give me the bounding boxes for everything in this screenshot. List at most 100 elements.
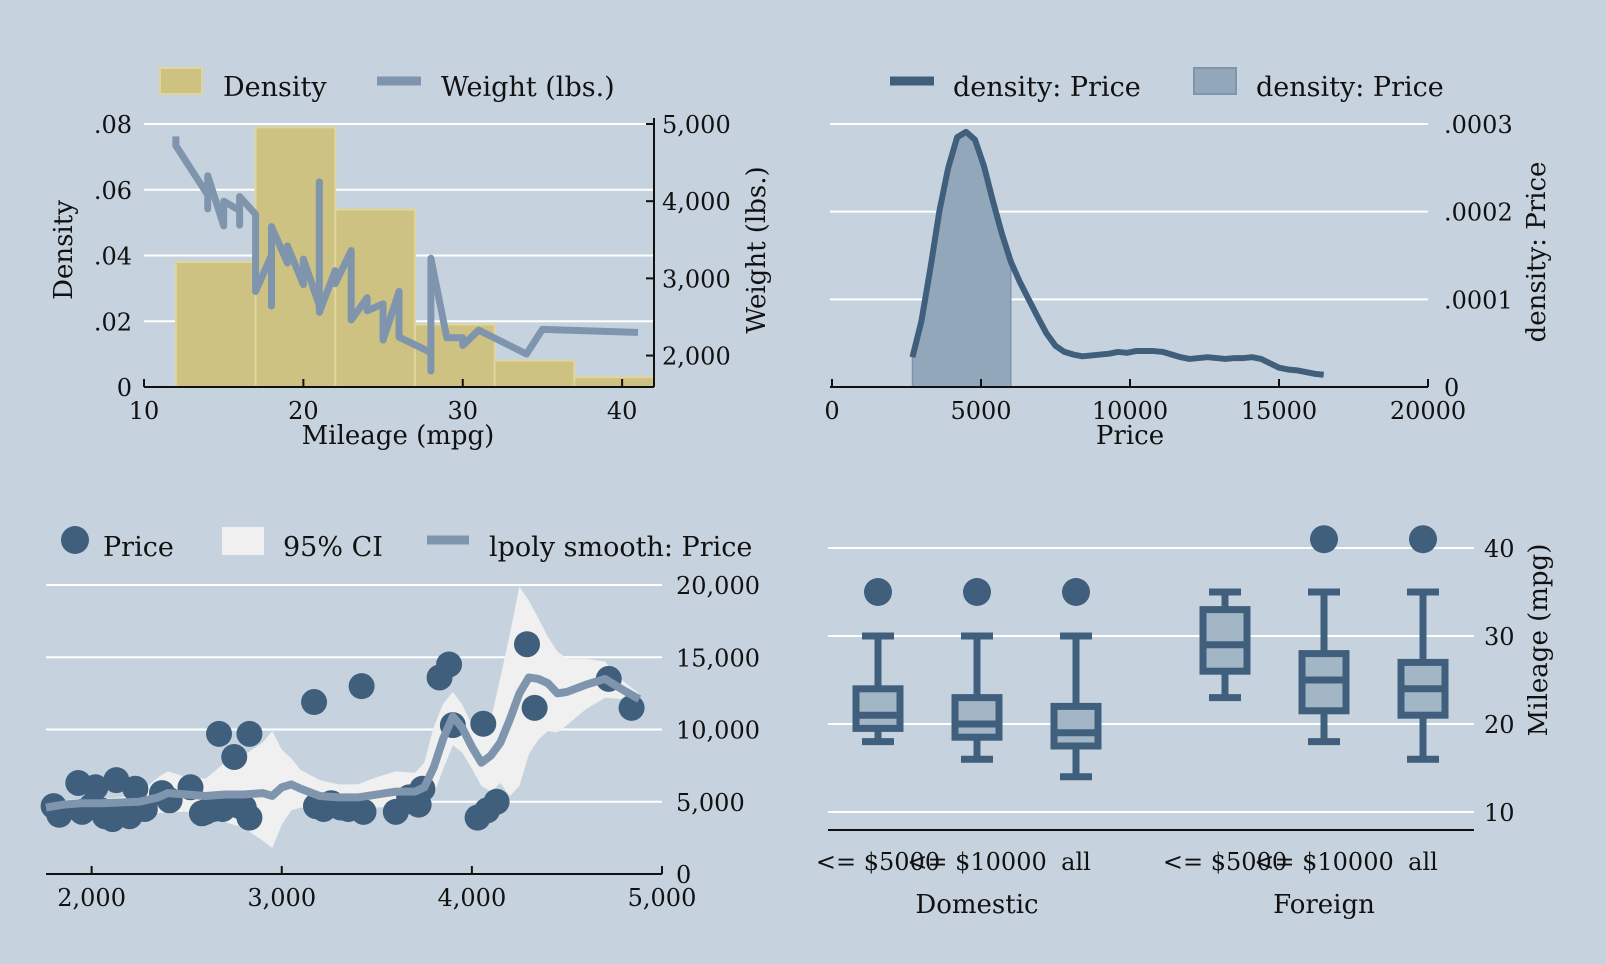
x-tick-label: 5,000	[628, 884, 697, 912]
group-label-domestic: Domestic	[915, 890, 1038, 920]
scatter-point	[350, 798, 377, 825]
x-tick-label: 3,000	[247, 884, 316, 912]
y-tick-label: 10	[1484, 799, 1515, 827]
density-bar	[174, 261, 257, 389]
scatter-point	[236, 720, 263, 747]
y-tick-label: .08	[94, 111, 132, 139]
box-1	[951, 578, 1003, 763]
x-tick-label: 2,000	[57, 884, 126, 912]
legend-label-density: Density	[223, 72, 327, 103]
y2-tick-label: 5,000	[662, 111, 731, 139]
legend-swatch-density	[159, 67, 203, 95]
y-tick-label: 20,000	[676, 572, 760, 600]
box-3	[1199, 588, 1251, 702]
x-tick-label: 5000	[950, 397, 1011, 425]
axes: 10 20 30 40 0 .02 .04 .06 .08 2,000 3,000 4,000 5,00…	[94, 111, 731, 425]
y-tick-label: .0001	[1444, 286, 1513, 314]
density-bar	[493, 359, 576, 389]
scatter-point	[470, 710, 497, 737]
outlier-point	[1409, 525, 1437, 554]
legend-label-weight: Weight (lbs.)	[441, 72, 615, 103]
box-4	[1298, 525, 1350, 746]
legend: Density Weight (lbs.)	[159, 67, 615, 103]
outlier-point	[864, 578, 892, 606]
density-line	[909, 128, 1324, 378]
x-tick-label: 4,000	[438, 884, 507, 912]
box-body	[1199, 606, 1251, 675]
y-tick-label: 10,000	[676, 717, 760, 745]
scatter-point	[236, 804, 263, 831]
y-tick-label: 5,000	[676, 789, 745, 817]
gridlines	[828, 547, 1474, 813]
box-body	[852, 685, 904, 732]
y2-axis-label: Weight (lbs.)	[742, 166, 772, 333]
scatter-point	[206, 720, 233, 747]
axes: <= $5000<= $10000 all <= $5000<= $10000 all…	[816, 535, 1515, 920]
y-axis-label: Mileage (mpg)	[1524, 544, 1554, 737]
group-label-foreign: Foreign	[1273, 890, 1375, 920]
box-body	[1050, 702, 1102, 750]
y-tick-label: .04	[94, 243, 132, 271]
outlier-point	[1062, 578, 1090, 606]
y-tick-label: 0	[117, 374, 132, 402]
density-bar	[334, 208, 416, 388]
x-tick-label: 0	[824, 397, 839, 425]
histogram-panel: 10 20 30 40 0 .02 .04 .06 .08 2,000 3,000 4,000 5,00…	[49, 67, 772, 451]
x-tick-label: 15000	[1241, 397, 1317, 425]
legend-label-ci: 95% CI	[283, 532, 383, 563]
y-tick-label: 0	[676, 861, 691, 889]
weight-line	[172, 136, 639, 375]
y2-tick-label: 3,000	[662, 265, 731, 293]
y-tick-label: .0002	[1444, 199, 1513, 227]
box-5	[1397, 525, 1449, 763]
x-tick-label: 20000	[1390, 397, 1466, 425]
scatter-point	[348, 673, 375, 700]
legend-swatch-density-area	[1193, 67, 1237, 95]
scatter-point	[436, 651, 463, 678]
lpoly-panel: 2,000 3,000 4,000 5,00005,00010,00015,00020…	[40, 526, 760, 912]
category-label: all	[1061, 848, 1091, 876]
y-tick-label: .02	[94, 308, 132, 336]
box-body	[951, 694, 1003, 741]
y-tick-label: .0003	[1444, 111, 1513, 139]
category-label: <= $5000	[816, 848, 940, 876]
legend-swatch-ci	[222, 527, 264, 555]
scatter-point	[521, 694, 548, 721]
smooth-line	[45, 673, 642, 812]
scatter-point	[301, 689, 328, 716]
x-tick-label: 10	[129, 397, 160, 425]
scatter-point	[483, 788, 510, 815]
y-tick-label: 30	[1484, 623, 1515, 651]
box-2	[1050, 578, 1102, 781]
scatter-point	[514, 631, 541, 658]
scatter-point	[122, 775, 149, 802]
x-tick-label: 40	[607, 397, 638, 425]
legend-label-price: Price	[103, 532, 174, 563]
boxes	[852, 525, 1449, 781]
legend-label-density-area: density: Price	[1256, 72, 1444, 103]
box-0	[852, 578, 904, 746]
y-tick-label: 15,000	[676, 644, 760, 672]
y-axis-label: density: Price	[1522, 162, 1552, 343]
scatter-point	[82, 774, 109, 801]
legend-swatch-price	[61, 526, 89, 554]
category-label: <= $10000	[1254, 848, 1393, 876]
outlier-point	[963, 578, 991, 606]
x-tick-label: 10000	[1092, 397, 1168, 425]
x-tick-label: 20	[288, 397, 319, 425]
y-tick-label: 40	[1484, 535, 1515, 563]
legend-label-smooth: lpoly smooth: Price	[489, 532, 752, 563]
legend: Price 95% CI lpoly smooth: Price	[61, 526, 752, 563]
x-axis-label: Mileage (mpg)	[302, 421, 495, 451]
scatter-point	[221, 743, 248, 770]
y-tick-label: 20	[1484, 711, 1515, 739]
category-label: <= $5000	[1163, 848, 1287, 876]
scatter-point	[618, 694, 645, 721]
density-bar	[573, 376, 655, 389]
x-tick-label: 30	[447, 397, 478, 425]
category-label: all	[1408, 848, 1438, 876]
x-axis-label: Price	[1096, 421, 1164, 451]
